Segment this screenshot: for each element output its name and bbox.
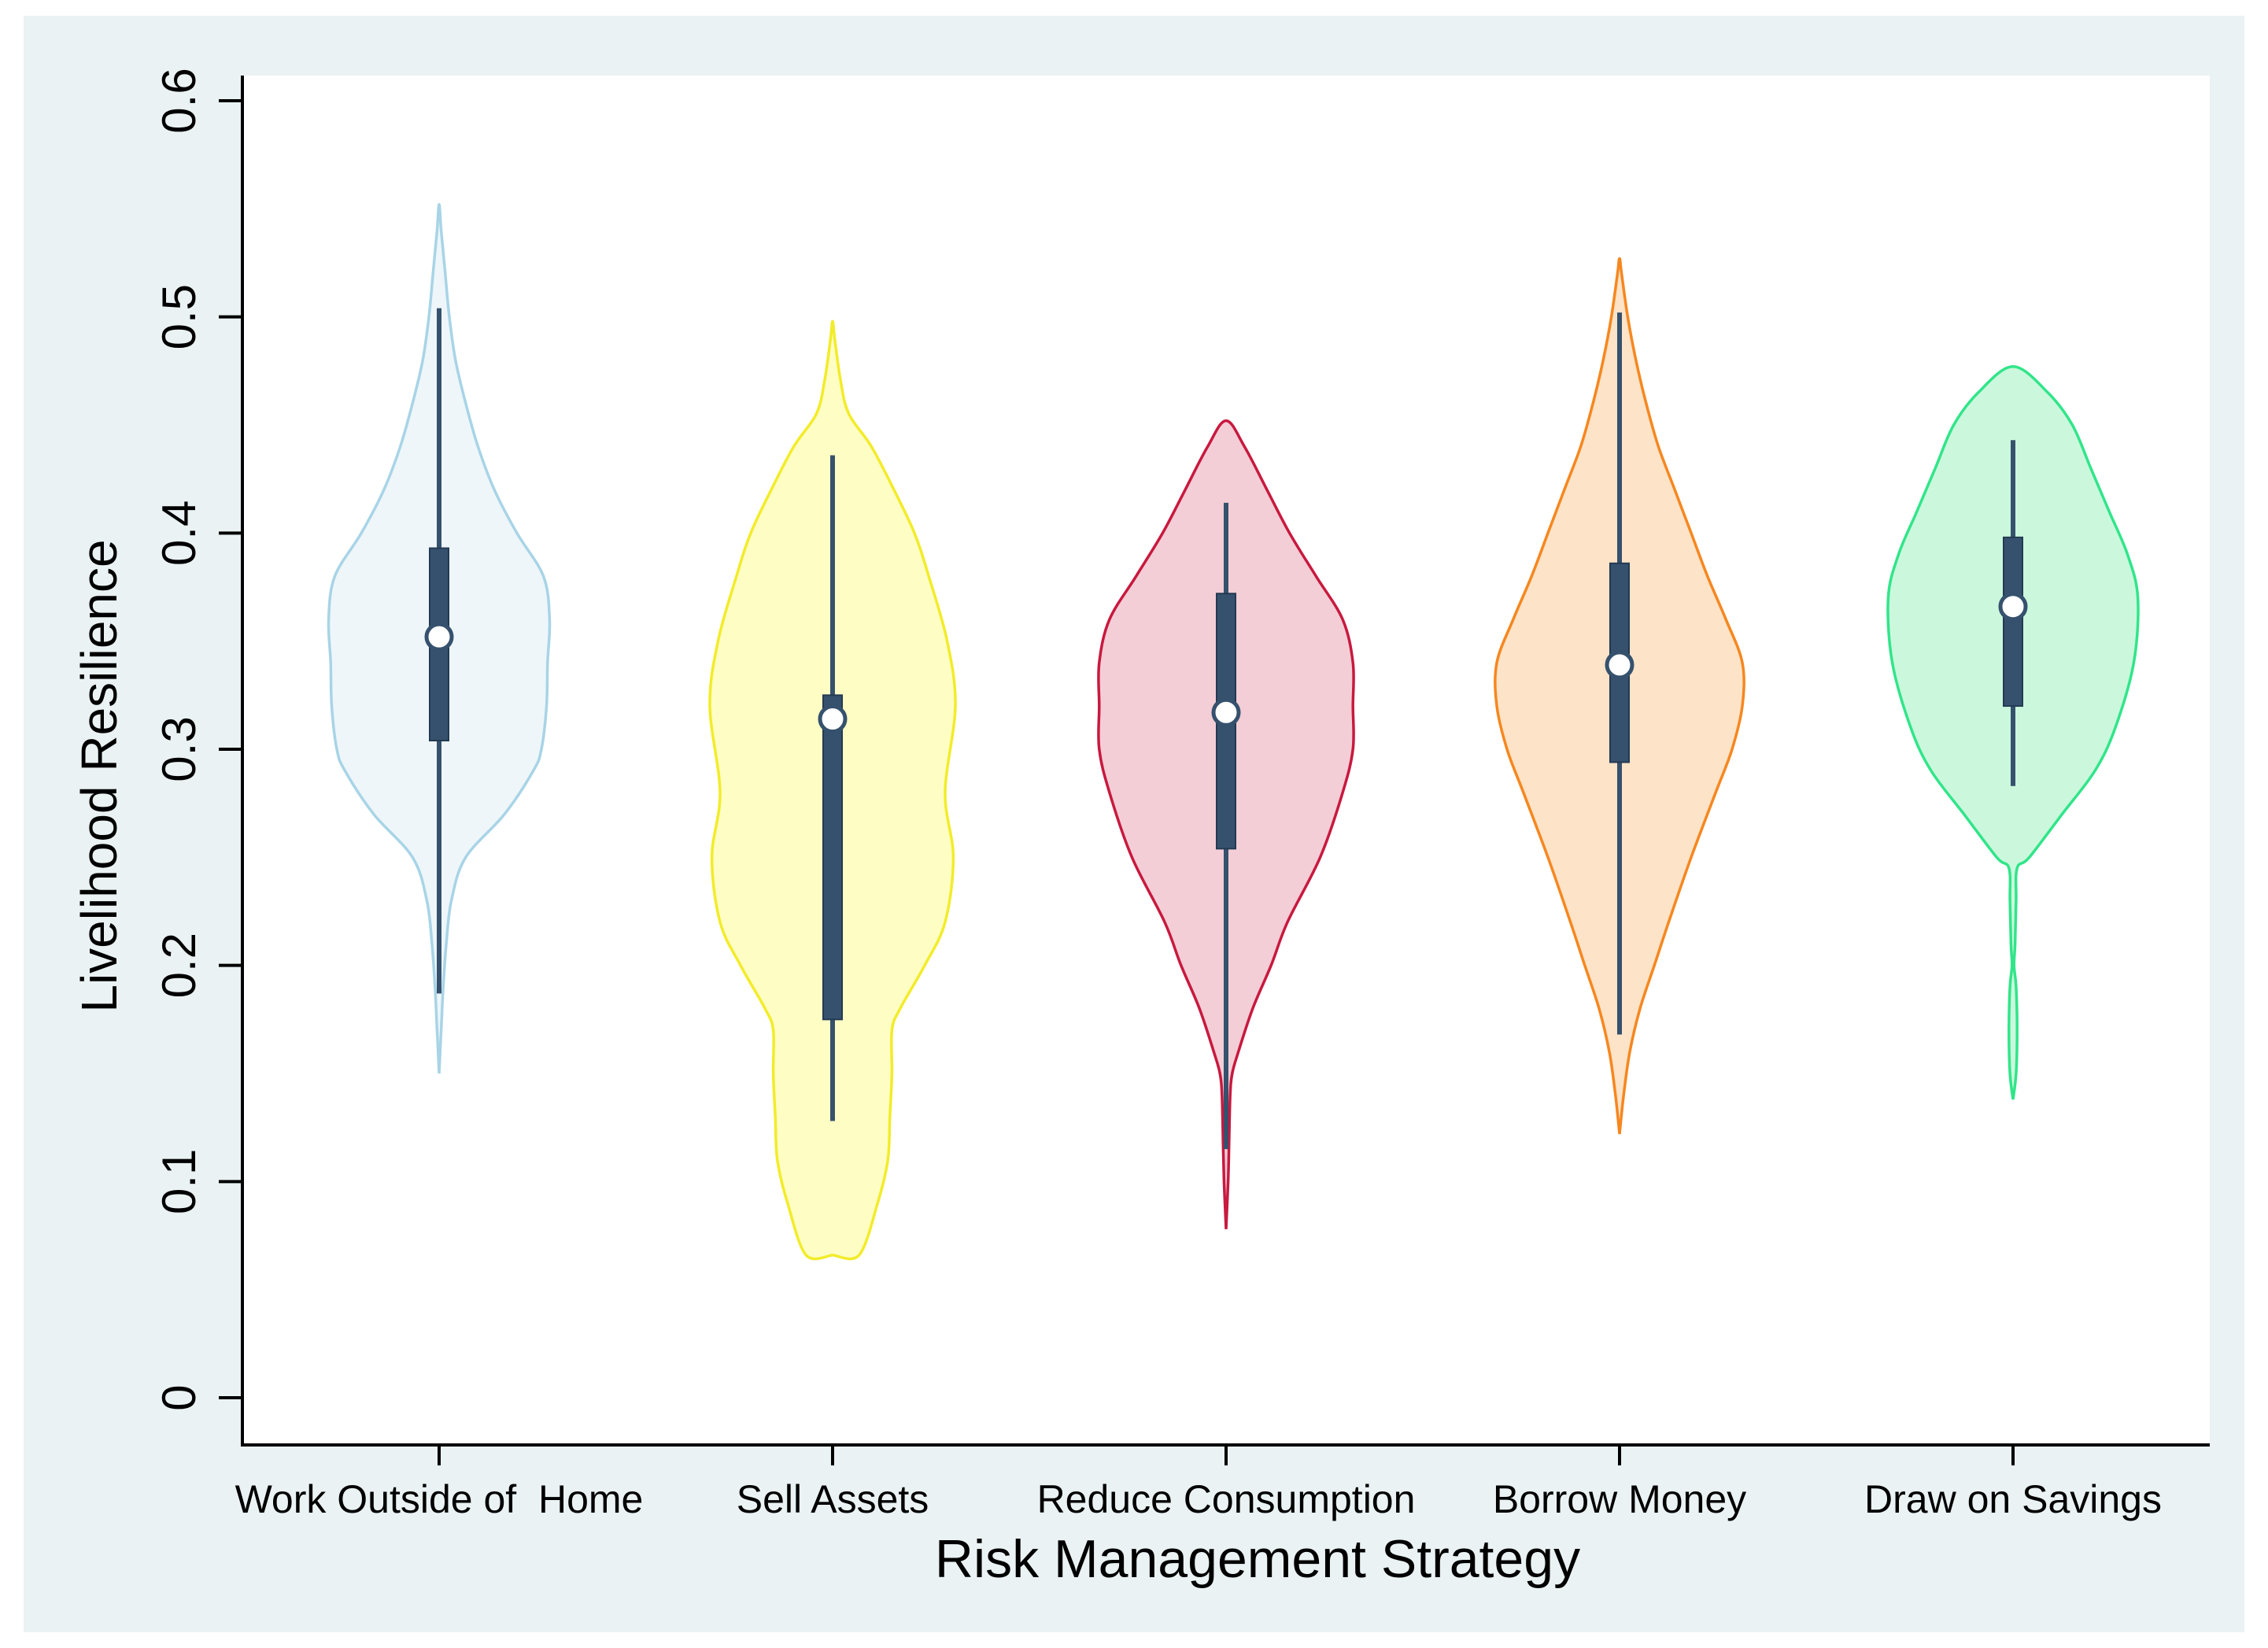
y-tick-label: 0.1 — [153, 1149, 205, 1214]
y-tick-label: 0.6 — [153, 68, 205, 133]
x-tick-label: Borrow Money — [1493, 1477, 1746, 1521]
y-ticks: 0 0.1 0.2 0.3 0.4 0.5 0.6 — [153, 68, 242, 1411]
x-tick-label: Sell Assets — [737, 1477, 929, 1521]
y-tick-label: 0.5 — [153, 284, 205, 349]
x-ticks: Work Outside of Home Sell Assets Reduce Co… — [235, 1445, 2162, 1521]
boxes-layer — [424, 308, 2028, 1150]
median-marker — [818, 704, 848, 734]
y-tick-label: 0 — [153, 1384, 205, 1410]
y-axis-title: Livelihood Resilience — [71, 539, 127, 1012]
y-tick-label: 0.4 — [153, 501, 205, 566]
x-tick-label: Work Outside of Home — [235, 1477, 644, 1521]
iqr-box — [2003, 536, 2023, 708]
x-tick-label: Draw on Savings — [1864, 1477, 2162, 1521]
median-marker — [1998, 592, 2028, 622]
violin-chart: 0 0.1 0.2 0.3 0.4 0.5 0.6 Work Outside of Home… — [71, 68, 2210, 1589]
x-axis-title: Risk Management Strategy — [935, 1529, 1580, 1589]
median-marker — [424, 622, 454, 652]
y-tick-label: 0.2 — [153, 933, 205, 998]
chart-frame: 0 0.1 0.2 0.3 0.4 0.5 0.6 Work Outside of Home… — [24, 16, 2244, 1632]
iqr-box — [822, 694, 843, 1021]
median-marker — [1211, 697, 1241, 727]
median-marker — [1605, 650, 1635, 680]
x-tick-label: Reduce Consumption — [1037, 1477, 1416, 1521]
y-tick-label: 0.3 — [153, 716, 205, 782]
